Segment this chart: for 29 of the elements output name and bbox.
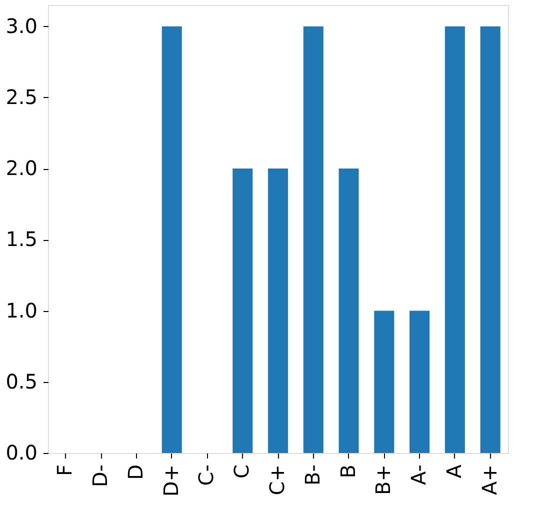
y-tick-label: 1.0 xyxy=(6,298,38,322)
x-tick-label: C- xyxy=(194,464,218,486)
bar xyxy=(480,26,500,453)
x-tick-label: D xyxy=(123,464,148,480)
y-tick-label: 0.5 xyxy=(6,369,38,394)
y-tick-label: 3.0 xyxy=(6,14,38,38)
y-tick-label: 0.0 xyxy=(6,440,38,464)
bar xyxy=(338,168,359,453)
bar xyxy=(410,310,430,453)
x-tick-label: A- xyxy=(406,464,431,485)
x-tick-label: A xyxy=(442,464,466,478)
x-tick-label: B- xyxy=(300,464,324,486)
x-tick-label: D- xyxy=(88,464,112,488)
bar xyxy=(162,26,182,453)
bar xyxy=(303,26,324,453)
x-tick-label: B+ xyxy=(371,464,396,495)
x-tick-label: F xyxy=(52,464,77,476)
y-tick-label: 2.0 xyxy=(6,156,38,180)
x-tick-label: B xyxy=(336,464,360,478)
x-tick-label: D+ xyxy=(158,464,183,497)
bar xyxy=(232,168,253,453)
bar xyxy=(268,168,288,453)
bar xyxy=(444,26,465,453)
x-tick-label: C xyxy=(230,464,254,478)
x-tick-label: C+ xyxy=(265,464,289,496)
bar xyxy=(374,310,394,453)
y-tick-label: 1.5 xyxy=(6,227,38,252)
x-tick-label: A+ xyxy=(477,464,502,495)
y-tick-label: 2.5 xyxy=(6,84,38,109)
